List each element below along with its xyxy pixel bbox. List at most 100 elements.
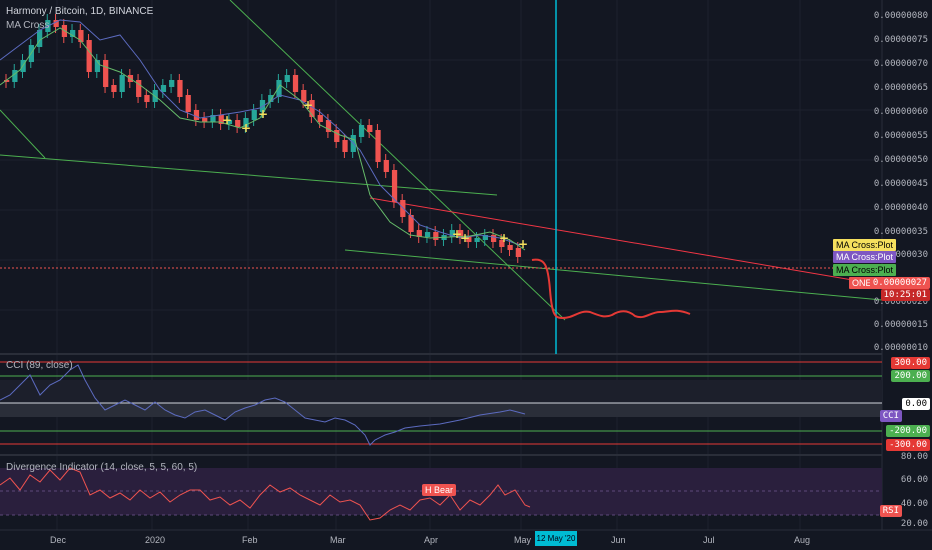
ma-tag-green: MA Cross:Plot [833,264,897,276]
candle-body [111,85,117,92]
rsi-badge: RSI [879,505,902,517]
time-label: May [514,535,532,545]
countdown-tag: 10:25:01 [880,289,930,301]
candle-body [416,230,422,237]
ma-tag-yellow: MA Cross:Plot [833,239,897,251]
cross-marker: + [460,231,470,245]
cci-line [0,364,526,446]
candles [4,14,521,263]
candle-body [334,130,340,142]
candle-body [177,80,183,97]
candle-body [292,75,299,92]
price-label: 0.00000045 [873,179,928,189]
candle-body [424,232,431,237]
trendline-support [344,249,883,301]
price-label: 0.00000015 [873,320,928,330]
candle-body [193,110,200,120]
trendline-horizontal [0,154,498,196]
candle-body [383,160,389,172]
candle-body [507,245,513,250]
cross-marker: + [452,227,462,241]
price-label: 0.00000060 [873,107,928,117]
candle-body [268,95,274,102]
candle-body [284,75,290,82]
cci-level-label: 200.00 [891,370,930,382]
time-label: 2020 [145,535,166,545]
candle-body [251,110,257,120]
cross-marker: + [222,113,232,127]
ma-cross-legend[interactable]: MA Cross [6,20,50,31]
price-label: 0.00000070 [873,59,928,69]
candle-body [457,230,464,238]
candle-body [218,115,224,124]
grid [0,0,882,530]
candle-body [490,235,497,242]
h-bear-label: H Bear [422,484,457,496]
price-label: 0.00000030 [873,250,928,260]
candle-body [210,115,216,122]
candle-body [144,95,150,102]
candle-body [309,100,315,117]
candle-body [474,238,480,242]
rsi-level-label: 20.00 [900,519,928,529]
time-label: Mar [330,535,346,545]
price-label: 0.00000050 [873,155,928,165]
candle-body [433,232,439,240]
ma-tag-purple: MA Cross:Plot [833,251,897,263]
price-label: 0.00000075 [873,35,928,45]
candle-body [86,40,92,72]
cross-marker: + [258,107,268,121]
time-label: Jun [611,535,626,545]
divergence-title[interactable]: Divergence Indicator (14, close, 5, 5, 6… [6,462,198,473]
candle-body [325,120,332,132]
candle-body [466,236,472,242]
cci-level-label: 0.00 [902,398,930,410]
candle-body [136,80,142,97]
candle-body [103,60,109,87]
candle-body [317,115,323,122]
candle-body [78,30,84,42]
price-label: 0.00000035 [873,227,928,237]
candle-body [499,240,505,247]
price-label: 0.00000010 [873,343,928,353]
ma-line-blue [0,19,521,246]
cross-marker: + [499,231,509,245]
ma-line-green [0,27,526,251]
last-price-tag: 0.00000027 [869,277,930,289]
candle-body [202,118,208,122]
cci-level-label: -200.00 [886,425,930,437]
candle-body [37,30,43,47]
candle-body [169,80,175,87]
cci-level-label: -300.00 [886,439,930,451]
time-label: Aug [794,535,811,545]
time-label: Apr [424,535,439,545]
cursor-date-badge: 12 May '20 [535,531,577,546]
price-label: 0.00000080 [873,11,928,21]
candle-body [358,125,365,137]
cci-title[interactable]: CCI (89, close) [6,360,73,371]
cci-band [0,403,882,417]
trendlines [0,0,883,321]
trendline-descending-outer [0,109,46,159]
candle-body [367,125,373,132]
candle-body [482,235,488,240]
rsi-level-label: 40.00 [900,499,928,509]
candle-body [391,170,398,202]
candle-body [226,120,233,124]
candle-body [301,90,307,102]
candle-body [119,75,125,92]
candle-body [235,120,241,127]
price-label: 0.00000020 [873,297,928,307]
trendline-resistance [369,197,883,286]
candle-body [342,140,348,152]
rsi-level-label: 60.00 [900,475,928,485]
candle-body [243,118,249,127]
candle-body [12,70,18,82]
candle-body [160,85,167,92]
price-label: 0.00000055 [873,131,928,141]
candle-body [4,80,10,82]
cci-level-label: 300.00 [891,357,930,369]
chart-title: Harmony / Bitcoin, 1D, BINANCE [6,6,154,17]
projection-brush [531,258,691,320]
